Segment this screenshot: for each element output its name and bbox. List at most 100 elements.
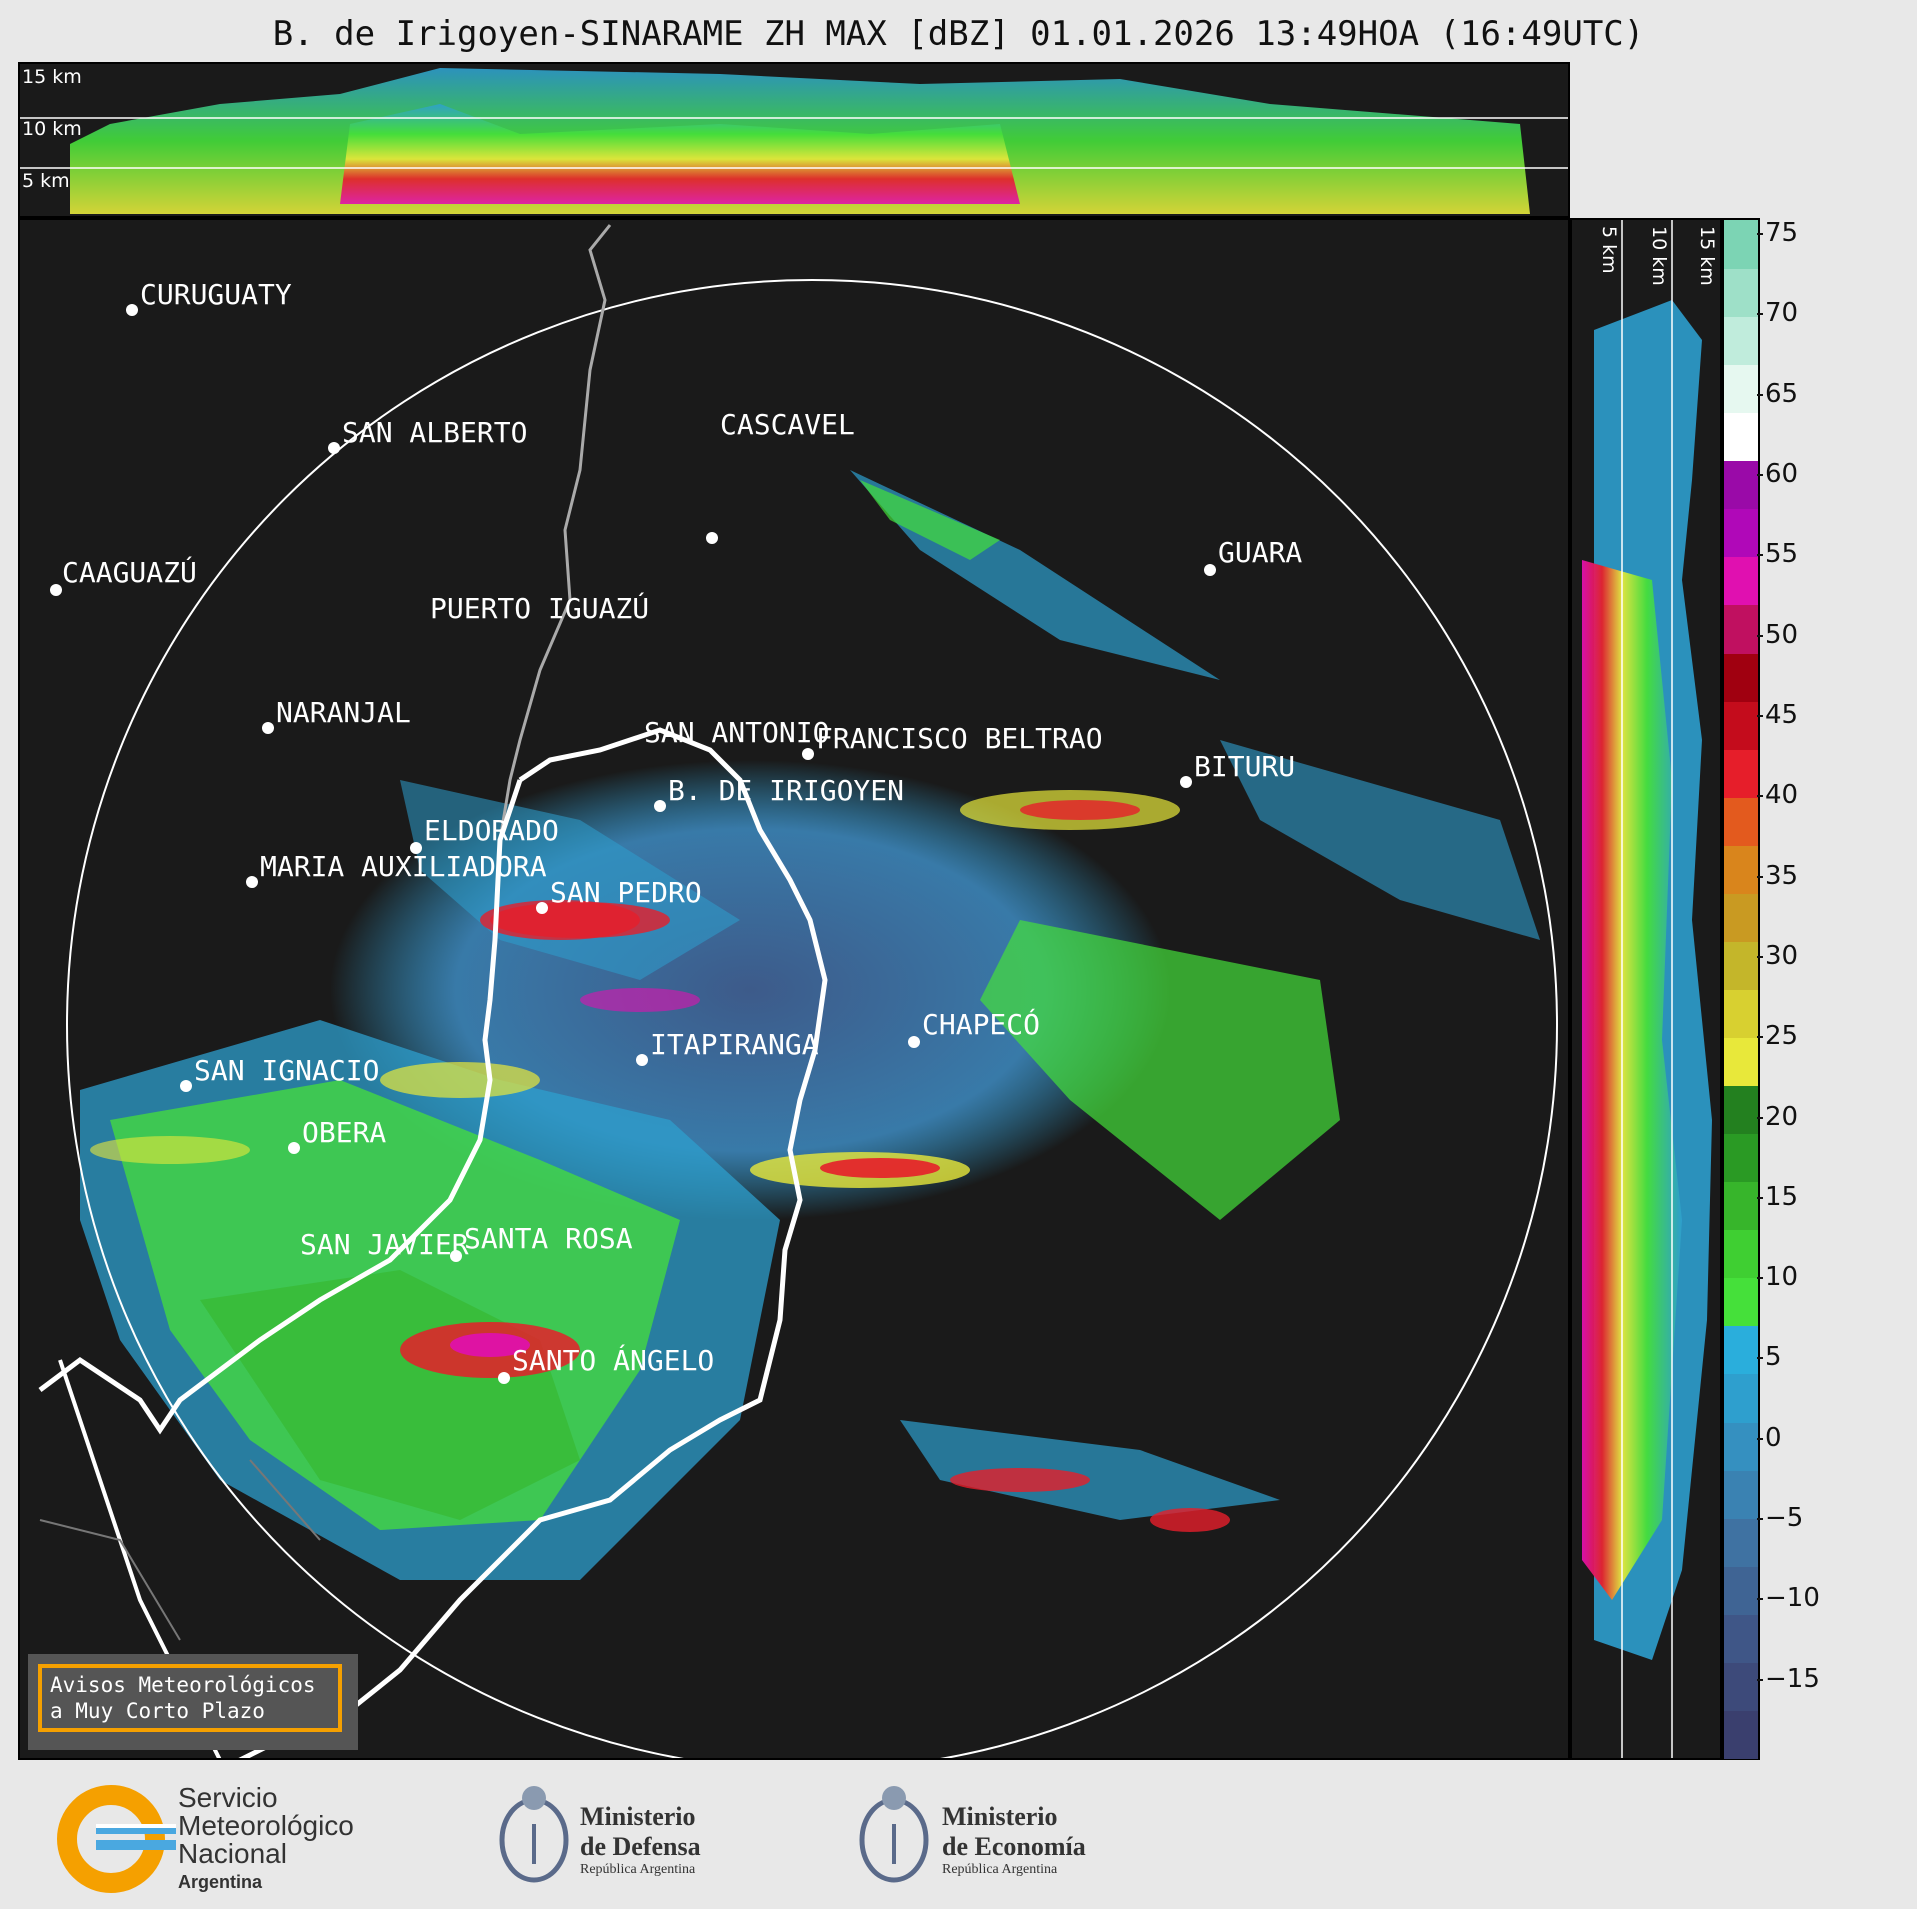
radar-map-graphic [38, 224, 1558, 1758]
colorbar-band [1724, 844, 1758, 894]
colorbar-band [1724, 1709, 1758, 1759]
colorbar-band [1724, 412, 1758, 462]
colorbar-band [1724, 748, 1758, 798]
colorbar-band [1724, 1037, 1758, 1087]
colorbar-band [1724, 940, 1758, 990]
city-dot [706, 532, 718, 544]
economia-line1: Ministerio [942, 1802, 1058, 1831]
side-height-label-5km: 5 km [1598, 226, 1620, 274]
colorbar-tick-label: −5 [1756, 1503, 1804, 1534]
smn-line3: Nacional [178, 1838, 287, 1869]
colorbar-band [1724, 316, 1758, 366]
echo-regions [80, 470, 1540, 1580]
city-label-bituru: BITURU [1194, 750, 1296, 783]
colorbar-band [1724, 556, 1758, 606]
city-label-san-alberto: SAN ALBERTO [342, 416, 528, 449]
colorbar-tick-label: 25 [1756, 1021, 1799, 1052]
chart-title: B. de Irigoyen-SINARAME ZH MAX [dBZ] 01.… [272, 14, 1645, 54]
city-dot [450, 1250, 462, 1262]
department-borders [39, 1459, 321, 1641]
colorbar-band [1724, 604, 1758, 654]
colorbar-band [1724, 1277, 1758, 1327]
height-label-10km: 10 km [22, 118, 82, 140]
city-label-maria-auxiliadora: MARIA AUXILIADORA [260, 850, 547, 883]
colorbar-tick-label: 35 [1756, 860, 1799, 891]
colorbar [1722, 218, 1760, 1760]
colorbar-band [1724, 1469, 1758, 1519]
city-label-eldorado: ELDORADO [424, 814, 559, 847]
economia-line2: de Economía [942, 1832, 1086, 1861]
city-label-san-antonio: SAN ANTONIO [644, 716, 830, 749]
smn-line1: Servicio [178, 1782, 278, 1813]
ministerio-defensa-logo: Ministerio de Defensa República Argentin… [496, 1776, 756, 1896]
colorbar-tick-label: 0 [1757, 1422, 1782, 1453]
colorbar-tick-label: −10 [1757, 1583, 1820, 1614]
colorbar-tick-label: 15 [1756, 1181, 1799, 1212]
colorbar-band [1724, 1229, 1758, 1279]
city-dot [288, 1142, 300, 1154]
city-label-san-pedro: SAN PEDRO [550, 876, 702, 909]
colorbar-band [1724, 1613, 1758, 1663]
side-height-label-15km: 15 km [1696, 226, 1718, 286]
city-label-santo-angelo: SANTO ÁNGELO [512, 1344, 715, 1377]
city-label-san-javier: SAN JAVIER [300, 1228, 469, 1261]
colorbar-tick-label: 55 [1756, 539, 1799, 570]
colorbar-band [1724, 1133, 1758, 1183]
smn-line2: Meteorológico [178, 1810, 354, 1841]
city-dot [328, 442, 340, 454]
colorbar-tick-label: 45 [1756, 699, 1799, 730]
city-dot [636, 1054, 648, 1066]
colorbar-tick-label: 65 [1756, 378, 1799, 409]
colorbar-band [1724, 1421, 1758, 1471]
colorbar-band [1724, 796, 1758, 846]
colorbar-band [1724, 1085, 1758, 1135]
city-label-san-ignacio: SAN IGNACIO [194, 1054, 380, 1087]
colorbar-band [1724, 652, 1758, 702]
city-dot [180, 1080, 192, 1092]
city-dot [498, 1372, 510, 1384]
defensa-line3: República Argentina [580, 1862, 696, 1877]
colorbar-tick-label: 60 [1756, 459, 1799, 489]
avisos-box: Avisos Meteorológicos a Muy Corto Plazo [28, 1654, 358, 1750]
top-profile-graphic [20, 68, 1568, 214]
colorbar-band [1724, 364, 1758, 414]
colorbar-tick-label: 30 [1756, 940, 1799, 971]
range-ring [66, 279, 1558, 1758]
city-label-itapiranga: ITAPIRANGA [650, 1028, 819, 1061]
radar-site-dot [654, 800, 666, 812]
colorbar-band [1724, 700, 1758, 750]
colorbar-tick-label: 40 [1756, 780, 1799, 811]
colorbar-band [1724, 1565, 1758, 1615]
top-height-profile: 15 km 10 km 5 km [18, 62, 1570, 218]
radar-map: CURUGUATY SAN ALBERTO CASCAVEL CAAGUAZÚ … [18, 218, 1570, 1760]
colorbar-tick-label: 10 [1756, 1262, 1799, 1293]
colorbar-tick-label: −15 [1757, 1663, 1820, 1694]
avisos-line2: a Muy Corto Plazo [50, 1699, 265, 1723]
colorbar-tick-label: 50 [1756, 619, 1799, 650]
economia-line3: República Argentina [942, 1862, 1058, 1877]
escudo-economia-icon [859, 1786, 929, 1883]
colorbar-band [1724, 1373, 1758, 1423]
city-label-chapeco: CHAPECÓ [922, 1008, 1041, 1041]
city-dot [246, 876, 258, 888]
colorbar-band [1724, 508, 1758, 558]
defensa-line2: de Defensa [580, 1832, 701, 1861]
city-dot [1204, 564, 1216, 576]
city-label-b-de-irigoyen: B. DE IRIGOYEN [668, 774, 905, 807]
city-dot [802, 748, 814, 760]
city-dot [126, 304, 138, 316]
colorbar-band [1724, 989, 1758, 1038]
smn-logo-mark [57, 1785, 176, 1893]
escudo-defensa-icon [499, 1786, 569, 1883]
height-label-5km: 5 km [22, 170, 70, 192]
city-label-naranjal: NARANJAL [276, 696, 411, 729]
country-border-line [498, 224, 612, 841]
city-dot [1180, 776, 1192, 788]
avisos-frame: Avisos Meteorológicos a Muy Corto Plazo [38, 1664, 342, 1732]
city-dot [908, 1036, 920, 1048]
colorbar-band [1724, 1661, 1758, 1711]
colorbar-band [1724, 268, 1758, 318]
city-label-obera: OBERA [302, 1116, 387, 1149]
defensa-line1: Ministerio [580, 1802, 696, 1831]
city-dot [410, 842, 422, 854]
